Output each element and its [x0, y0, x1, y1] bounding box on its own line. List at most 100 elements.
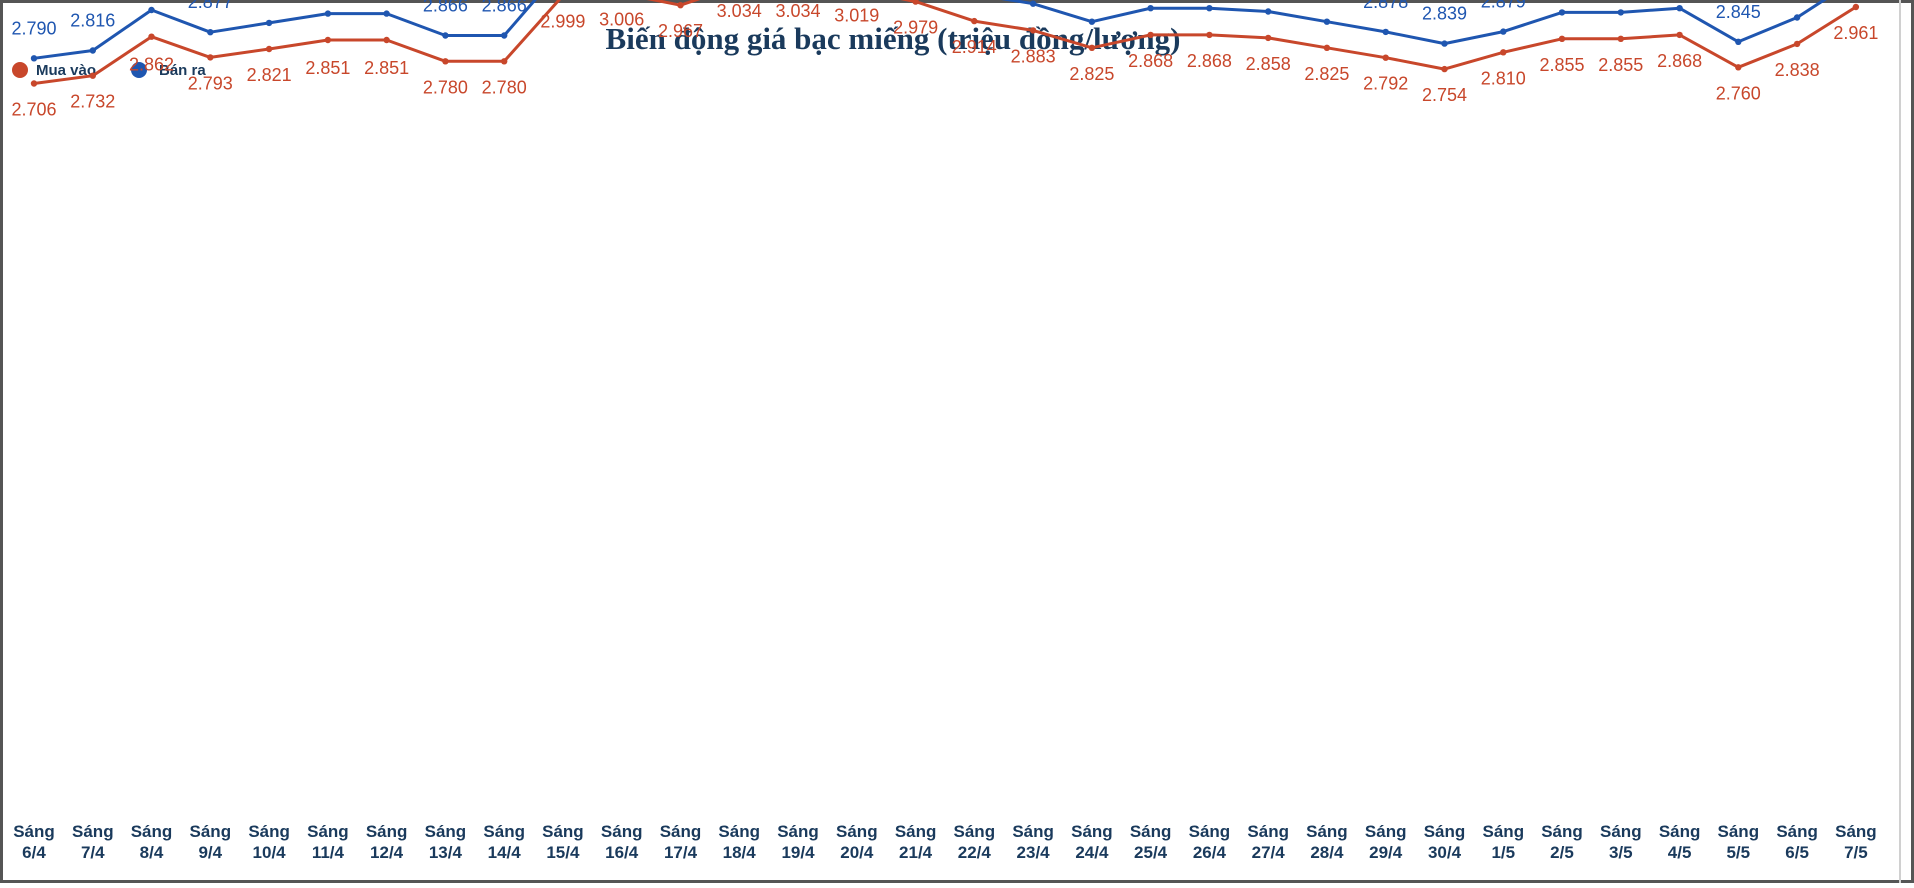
x-tick-label-line1: Sáng	[1247, 822, 1289, 841]
x-tick-label-line2: 19/4	[781, 843, 815, 862]
x-tick-label-line2: 15/4	[546, 843, 580, 862]
data-point-mua-vao[interactable]	[677, 1, 684, 9]
data-point-mua-vao[interactable]	[383, 36, 390, 44]
data-point-ban-ra[interactable]	[1323, 18, 1331, 25]
data-point-ban-ra[interactable]	[383, 10, 390, 17]
data-label-ban-ra: 2.879	[1481, 0, 1526, 12]
data-point-mua-vao[interactable]	[1088, 44, 1096, 51]
x-tick: Sáng 19/4	[777, 822, 819, 862]
data-point-ban-ra[interactable]	[89, 47, 97, 54]
x-tick-label-line1: Sáng	[1541, 822, 1583, 841]
data-point-ban-ra[interactable]	[1676, 5, 1683, 12]
x-tick-label-line1: Sáng	[718, 822, 760, 841]
data-point-ban-ra[interactable]	[442, 32, 449, 39]
x-tick-label-line2: 27/4	[1252, 843, 1286, 862]
x-tick-label-line1: Sáng	[425, 822, 467, 841]
data-label-mua-vao: 3.006	[599, 10, 644, 30]
data-point-mua-vao[interactable]	[1323, 44, 1331, 51]
data-point-ban-ra[interactable]	[148, 6, 155, 14]
data-point-ban-ra[interactable]	[207, 29, 214, 36]
data-point-mua-vao[interactable]	[1852, 3, 1860, 11]
data-point-mua-vao[interactable]	[324, 36, 332, 44]
data-point-mua-vao[interactable]	[1500, 49, 1507, 56]
data-label-mua-vao: 2.780	[482, 77, 527, 97]
data-point-mua-vao[interactable]	[501, 58, 508, 65]
x-tick: Sáng 9/4	[190, 822, 232, 862]
data-label-mua-vao: 2.825	[1069, 64, 1114, 84]
data-label-ban-ra: 2.908	[247, 0, 292, 3]
data-point-mua-vao[interactable]	[1793, 40, 1801, 48]
data-point-ban-ra[interactable]	[1088, 18, 1096, 25]
x-tick-label-line1: Sáng	[366, 822, 408, 841]
data-label-mua-vao: 2.999	[540, 12, 585, 32]
legend-item-ban-ra[interactable]: Bán ra	[131, 62, 206, 79]
data-point-mua-vao[interactable]	[1676, 31, 1683, 39]
x-tick: Sáng 23/4	[1012, 822, 1054, 862]
legend-item-mua-vao[interactable]: Mua vào	[12, 62, 96, 79]
data-point-mua-vao[interactable]	[442, 58, 449, 65]
data-point-ban-ra[interactable]	[1735, 38, 1742, 45]
x-tick: Sáng 3/5	[1600, 822, 1642, 862]
data-point-ban-ra[interactable]	[1500, 28, 1507, 35]
data-point-mua-vao[interactable]	[1558, 35, 1566, 42]
data-point-mua-vao[interactable]	[1617, 35, 1625, 42]
data-point-mua-vao[interactable]	[1147, 31, 1154, 39]
data-point-ban-ra[interactable]	[1558, 9, 1566, 16]
x-tick-label-line2: 2/5	[1550, 843, 1574, 862]
x-tick-label-line2: 3/5	[1609, 843, 1633, 862]
data-point-ban-ra[interactable]	[265, 19, 273, 27]
data-point-ban-ra[interactable]	[30, 55, 38, 62]
data-point-ban-ra[interactable]	[1382, 28, 1389, 36]
x-tick-label-line2: 29/4	[1369, 843, 1403, 862]
x-tick-label-line1: Sáng	[1189, 822, 1231, 841]
data-label-mua-vao: 3.019	[834, 6, 879, 26]
data-point-mua-vao[interactable]	[1265, 34, 1272, 42]
data-point-ban-ra[interactable]	[501, 32, 508, 39]
x-tick-label-line2: 23/4	[1017, 843, 1051, 862]
data-point-ban-ra[interactable]	[1029, 0, 1037, 7]
data-point-mua-vao[interactable]	[912, 0, 919, 5]
x-tick-label-line1: Sáng	[660, 822, 702, 841]
x-tick: Sáng 7/4	[72, 822, 114, 862]
data-label-ban-ra: 2.912	[1304, 0, 1349, 2]
data-point-ban-ra[interactable]	[1793, 14, 1801, 21]
x-tick-label-line1: Sáng	[601, 822, 643, 841]
data-point-mua-vao[interactable]	[1206, 31, 1213, 39]
data-point-ban-ra[interactable]	[1206, 5, 1213, 12]
x-tick-label-line2: 16/4	[605, 843, 639, 862]
x-tick-label-line1: Sáng	[836, 822, 878, 841]
data-point-mua-vao[interactable]	[265, 45, 273, 53]
series-line-ban-ra	[33, 0, 1827, 60]
data-point-mua-vao[interactable]	[30, 80, 38, 87]
x-tick-label-line2: 6/5	[1785, 843, 1809, 862]
data-label-ban-ra: 2.866	[423, 0, 468, 16]
x-tick: Sáng 26/4	[1189, 822, 1231, 862]
data-point-ban-ra[interactable]	[1265, 8, 1272, 15]
data-label-ban-ra: 2.912	[1069, 0, 1114, 2]
x-tick-label-line1: Sáng	[1659, 822, 1701, 841]
x-tick-label-line2: 20/4	[840, 843, 874, 862]
data-point-ban-ra[interactable]	[1147, 5, 1154, 12]
data-point-mua-vao[interactable]	[148, 33, 155, 40]
data-point-mua-vao[interactable]	[1382, 54, 1389, 61]
data-label-mua-vao: 2.862	[129, 55, 174, 75]
data-point-mua-vao[interactable]	[971, 17, 978, 25]
x-tick-label-line1: Sáng	[954, 822, 996, 841]
x-tick-label-line2: 7/4	[81, 843, 105, 862]
legend-label-ban-ra: Bán ra	[159, 62, 206, 79]
data-point-ban-ra[interactable]	[324, 10, 332, 17]
x-tick-label-line1: Sáng	[1306, 822, 1348, 841]
data-point-mua-vao[interactable]	[207, 54, 214, 61]
data-label-ban-ra: 2.839	[1422, 4, 1467, 24]
data-point-mua-vao[interactable]	[1029, 27, 1037, 34]
data-label-mua-vao: 2.792	[1363, 74, 1408, 94]
x-tick-label-line2: 18/4	[723, 843, 757, 862]
data-point-mua-vao[interactable]	[1441, 65, 1448, 73]
x-tick: Sáng 2/5	[1541, 822, 1583, 862]
data-point-ban-ra[interactable]	[1617, 9, 1625, 16]
data-point-ban-ra[interactable]	[1441, 40, 1448, 47]
data-point-mua-vao[interactable]	[1735, 64, 1742, 71]
data-point-mua-vao[interactable]	[89, 72, 97, 79]
x-tick: Sáng 16/4	[601, 822, 643, 862]
